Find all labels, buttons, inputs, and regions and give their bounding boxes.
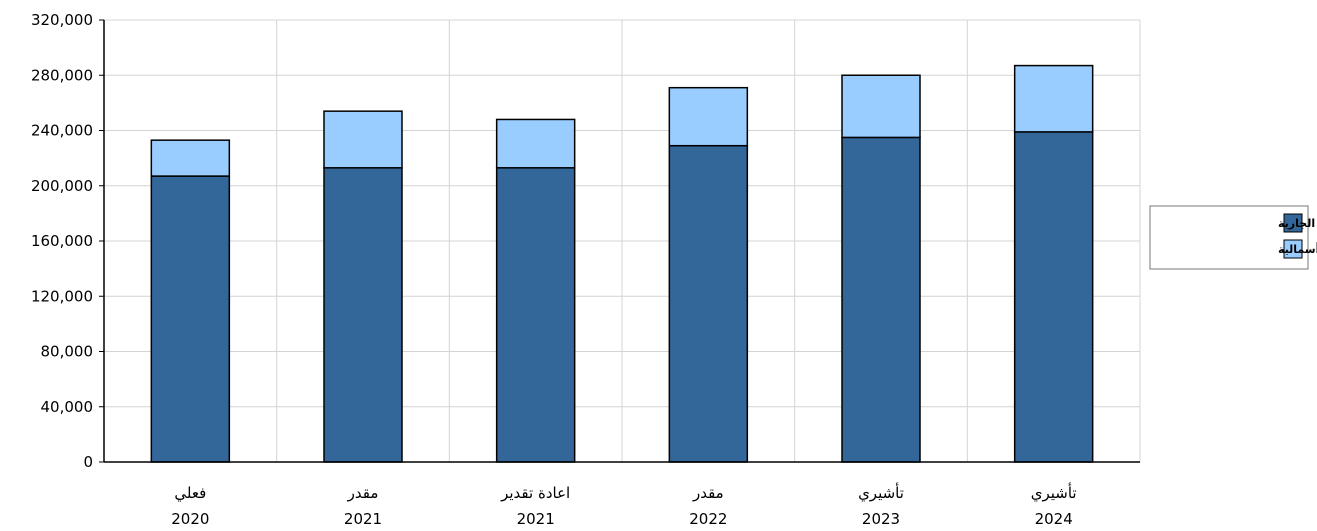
legend-swatch bbox=[1283, 239, 1303, 259]
x-year-label: 2024 bbox=[1035, 510, 1073, 528]
y-axis-ticks: 0 40,000 80,000 120,000 160,000 200,000 240,00… bbox=[31, 11, 93, 471]
x-category-label: فعلي bbox=[174, 484, 206, 503]
bar-segment-current bbox=[150, 175, 231, 463]
x-category-label: تأشيري bbox=[858, 482, 904, 503]
bars bbox=[150, 64, 1094, 463]
x-category-label: اعادة تقدير bbox=[500, 484, 570, 502]
bar-segment-current bbox=[668, 144, 749, 463]
y-tick-label: 40,000 bbox=[41, 398, 94, 416]
x-category-label: مقدر bbox=[692, 484, 724, 502]
x-axis-labels: فعلي 2020 مقدر 2021 اعادة تقدير 2021 مقدر 2022 ت… bbox=[171, 482, 1076, 528]
y-tick-label: 240,000 bbox=[31, 122, 93, 140]
y-tick-label: 160,000 bbox=[31, 232, 93, 250]
bar-segment-capital bbox=[668, 86, 749, 147]
legend-box bbox=[1149, 205, 1309, 270]
bar-segment-capital bbox=[841, 74, 921, 139]
x-category-label: تأشيري bbox=[1031, 482, 1077, 503]
x-year-label: 2022 bbox=[689, 510, 727, 528]
y-tick-label: 0 bbox=[83, 453, 93, 471]
legend-label: النفقات الرأسمالية bbox=[1278, 242, 1317, 256]
bar-segment-current bbox=[841, 136, 921, 463]
grid-lines bbox=[104, 19, 1141, 462]
bar-segment-capital bbox=[323, 110, 403, 169]
bar-segment-current bbox=[323, 167, 403, 463]
y-tick-label: 80,000 bbox=[41, 343, 94, 361]
bar-segment-current bbox=[1013, 131, 1094, 463]
x-year-label: 2021 bbox=[344, 510, 382, 528]
bar-segment-current bbox=[495, 167, 576, 463]
legend-swatch bbox=[1283, 213, 1303, 233]
y-tick-label: 120,000 bbox=[31, 287, 93, 305]
x-year-label: 2021 bbox=[517, 510, 555, 528]
bar-segment-capital bbox=[150, 139, 231, 177]
y-tick-label: 320,000 bbox=[31, 11, 93, 29]
y-tick-label: 200,000 bbox=[31, 177, 93, 195]
x-year-label: 2020 bbox=[171, 510, 209, 528]
x-year-label: 2023 bbox=[862, 510, 900, 528]
legend: النفقات الجارية النفقات الرأسمالية bbox=[1149, 205, 1317, 270]
bar-segment-capital bbox=[1013, 64, 1094, 133]
axes bbox=[99, 19, 1140, 463]
x-category-label: مقدر bbox=[347, 484, 379, 502]
legend-label: النفقات الجارية bbox=[1278, 217, 1317, 230]
bar-segment-capital bbox=[495, 118, 576, 169]
y-tick-label: 280,000 bbox=[31, 66, 93, 84]
